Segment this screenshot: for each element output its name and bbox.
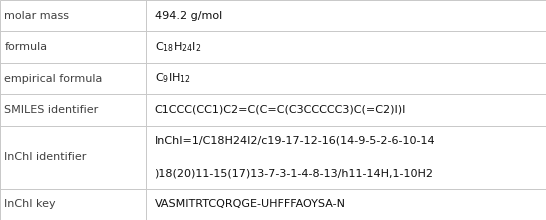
Text: $\mathsf{C_{9}IH_{12}}$: $\mathsf{C_{9}IH_{12}}$ bbox=[155, 72, 191, 86]
Text: InChI key: InChI key bbox=[4, 199, 56, 209]
Text: formula: formula bbox=[4, 42, 48, 52]
Text: molar mass: molar mass bbox=[4, 11, 69, 21]
Text: )18(20)11-15(17)13-7-3-1-4-8-13/h11-14H,1-10H2: )18(20)11-15(17)13-7-3-1-4-8-13/h11-14H,… bbox=[155, 169, 434, 178]
Text: SMILES identifier: SMILES identifier bbox=[4, 105, 99, 115]
Text: empirical formula: empirical formula bbox=[4, 73, 103, 84]
Text: 494.2 g/mol: 494.2 g/mol bbox=[155, 11, 222, 21]
Text: $\mathsf{C_{18}H_{24}I_{2}}$: $\mathsf{C_{18}H_{24}I_{2}}$ bbox=[155, 40, 201, 54]
Text: VASMITRTCQRQGE-UHFFFAOYSA-N: VASMITRTCQRQGE-UHFFFAOYSA-N bbox=[155, 199, 346, 209]
Text: C1CCC(CC1)C2=C(C=C(C3CCCCC3)C(=C2)I)I: C1CCC(CC1)C2=C(C=C(C3CCCCC3)C(=C2)I)I bbox=[155, 105, 406, 115]
Text: InChI=1/C18H24I2/c19-17-12-16(14-9-5-2-6-10-14: InChI=1/C18H24I2/c19-17-12-16(14-9-5-2-6… bbox=[155, 136, 435, 146]
Text: InChI identifier: InChI identifier bbox=[4, 152, 87, 162]
